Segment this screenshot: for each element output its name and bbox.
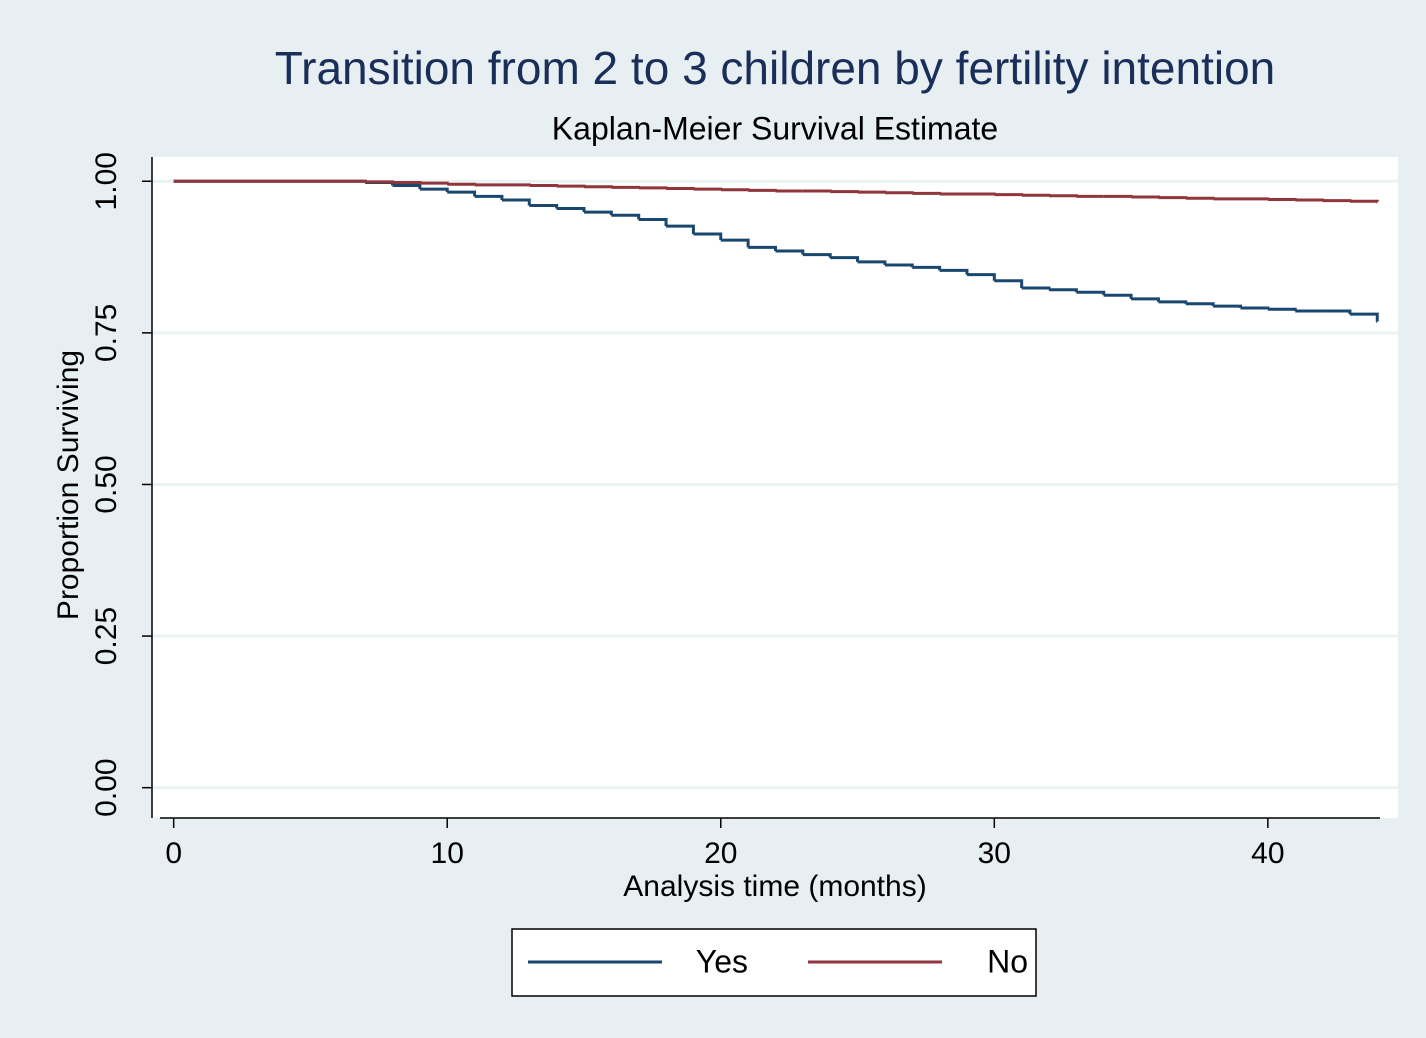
survival-step [693,232,723,241]
plot-area [152,157,1398,818]
survival-step [638,217,668,227]
survival-step [966,192,996,196]
y-tick-label: 0.00 [90,758,123,816]
survival-step [1322,309,1352,315]
survival-step [775,249,805,255]
survival-step [1076,290,1106,296]
y-tick-label: 1.00 [90,152,123,210]
survival-step [1240,306,1270,310]
survival-step [912,265,942,271]
chart-subtitle: Kaplan-Meier Survival Estimate [552,110,998,146]
y-axis-title: Proportion Surviving [52,350,85,620]
survival-step [1158,196,1188,200]
y-tick-label: 0.50 [90,455,123,513]
survival-step [1267,307,1297,312]
survival-step [611,185,641,189]
y-tick-label: 0.25 [90,607,123,665]
survival-step [802,189,832,193]
survival-step [1103,194,1133,198]
x-tick-label: 10 [431,837,464,870]
survival-step [720,238,750,248]
survival-step [1240,197,1270,201]
x-tick-label: 30 [978,837,1011,870]
survival-step [556,184,586,188]
survival-step [1267,197,1297,201]
survival-step [666,224,695,235]
survival-step [365,180,395,184]
x-tick-label: 20 [704,837,737,870]
survival-step [1131,195,1160,199]
survival-step [884,191,914,195]
survival-step [693,187,723,191]
survival-step [1158,300,1188,304]
survival-step [1295,198,1325,202]
survival-step [474,194,504,201]
survival-step [1185,196,1215,200]
survival-step [830,190,860,194]
survival-step [501,198,531,206]
survival-step [1322,199,1352,203]
survival-step [1021,193,1051,197]
x-tick-label: 0 [165,837,182,870]
survival-step [884,263,914,268]
survival-step [1049,194,1078,198]
survival-step [666,187,695,191]
survival-step [912,191,942,195]
legend-label: Yes [696,943,748,979]
chart-title: Transition from 2 to 3 children by ferti… [275,42,1276,94]
survival-step [1349,312,1379,322]
survival-step [419,181,449,185]
survival-step [583,210,613,216]
x-axis-title: Analysis time (months) [623,870,926,903]
survival-step [583,185,613,189]
survival-step [1131,297,1160,302]
survival-step [447,182,477,186]
survival-step [392,184,422,190]
survival-step [337,179,367,183]
survival-step [501,183,531,187]
survival-step [392,180,422,184]
survival-step [966,273,996,281]
survival-step [857,190,887,194]
survival-step [994,279,1024,288]
y-tick-label: 0.75 [90,304,123,362]
survival-step [529,184,559,188]
survival-step [748,188,777,192]
survival-step [994,193,1024,197]
survival-step [1213,304,1242,308]
legend-label: No [987,943,1028,979]
survival-step [1021,286,1051,290]
x-tick-label: 40 [1251,837,1284,870]
survival-step [638,186,668,190]
survival-step [720,188,750,192]
survival-step [802,253,832,258]
survival-step [1349,199,1379,203]
